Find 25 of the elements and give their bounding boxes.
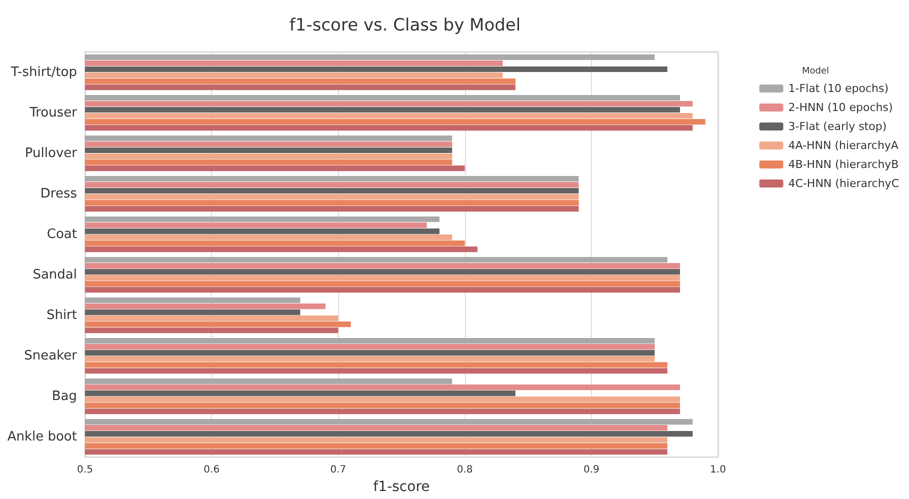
- x-tick-label: 0.8: [456, 464, 473, 476]
- y-tick-label: Ankle boot: [7, 429, 77, 444]
- x-tick-label: 0.5: [77, 464, 93, 476]
- y-tick-label: Dress: [40, 186, 78, 202]
- legend-title: Model: [802, 66, 830, 76]
- legend-label: 4A-HNN (hierarchyA: [788, 139, 899, 152]
- y-tick-label: Shirt: [46, 308, 77, 323]
- x-tick-label: 0.9: [583, 464, 600, 476]
- legend-label: 4C-HNN (hierarchyC: [788, 177, 900, 190]
- x-tick-label: 0.7: [330, 464, 346, 476]
- legend-label: 2-HNN (10 epochs): [788, 101, 893, 114]
- y-tick-label: Bag: [52, 388, 77, 404]
- legend-label: 3-Flat (early stop): [788, 120, 887, 133]
- y-tick-label: Sandal: [32, 267, 77, 282]
- y-tick-label: Pullover: [24, 146, 78, 161]
- y-tick-label: T-shirt/top: [10, 64, 77, 80]
- y-tick-label: Coat: [46, 226, 77, 242]
- y-tick-label: Sneaker: [24, 348, 78, 364]
- legend-label: 4B-HNN (hierarchyB: [788, 158, 899, 171]
- y-tick-label: Trouser: [28, 105, 78, 120]
- chart-title: f1-score vs. Class by Model: [289, 16, 521, 36]
- x-tick-label: 1.0: [710, 464, 726, 476]
- x-axis-title: f1-score: [373, 479, 430, 495]
- legend-label: 1-Flat (10 epochs): [788, 82, 889, 95]
- x-tick-label: 0.6: [204, 464, 220, 476]
